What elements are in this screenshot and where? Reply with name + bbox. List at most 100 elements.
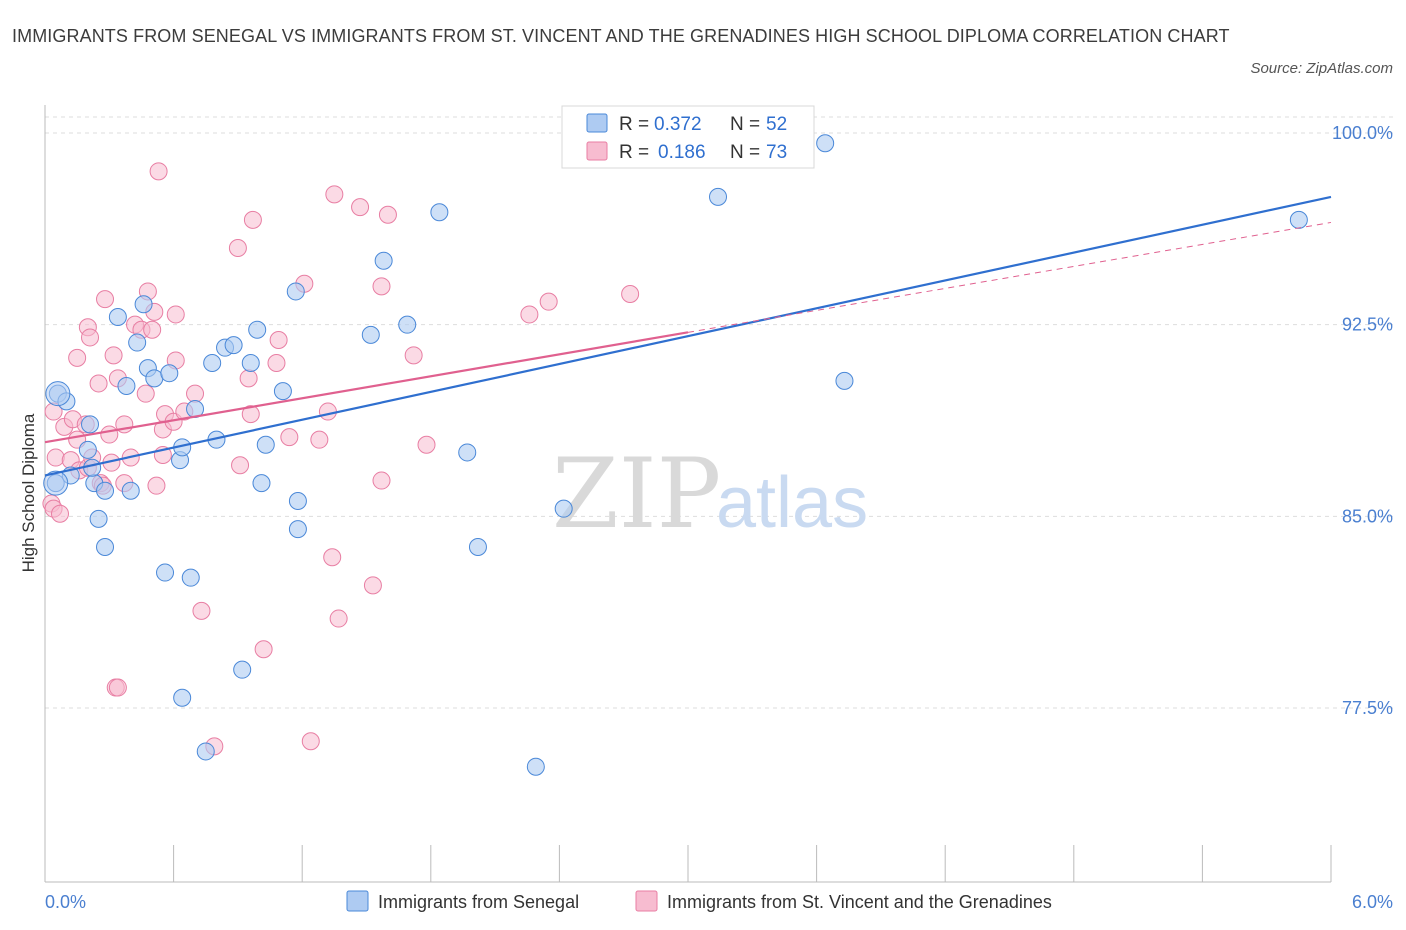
- x-tick-label-min: 0.0%: [45, 892, 86, 912]
- senegal-point: [273, 382, 292, 401]
- watermark-atlas: atlas: [716, 463, 868, 543]
- legend-r-label-st-vincent: R =: [619, 142, 649, 163]
- senegal-point: [134, 295, 153, 314]
- senegal-point: [288, 520, 307, 539]
- senegal-point: [203, 354, 222, 372]
- senegal-point: [83, 458, 102, 477]
- senegal-point: [398, 315, 417, 334]
- st-vincent-point: [254, 640, 273, 659]
- senegal-point: [108, 308, 127, 326]
- y-axis-title: High School Diploma: [19, 413, 38, 572]
- st-vincent-point: [267, 354, 286, 372]
- st-vincent-point: [621, 285, 640, 303]
- senegal-point: [121, 481, 140, 500]
- senegal-point: [224, 336, 243, 355]
- st-vincent-point: [96, 290, 115, 309]
- st-vincent-point: [104, 346, 123, 365]
- senegal-point: [117, 377, 136, 395]
- st-vincent-point: [241, 405, 260, 424]
- senegal-point: [128, 333, 147, 352]
- senegal-point: [78, 440, 97, 459]
- st-vincent-point: [192, 601, 211, 620]
- source-label: Source: ZipAtlas.com: [1250, 60, 1393, 77]
- st-vincent-point: [269, 331, 288, 349]
- bottom-legend-swatch-senegal: [346, 890, 369, 912]
- senegal-point: [526, 757, 545, 776]
- senegal-point: [458, 443, 477, 462]
- st-vincent-point: [323, 548, 342, 567]
- st-vincent-point: [404, 346, 423, 365]
- senegal-point: [554, 499, 573, 518]
- st-vincent-point: [231, 456, 250, 475]
- senegal-point: [256, 435, 275, 454]
- senegal-point: [160, 364, 179, 383]
- top-legend: R = 0.372 N = 52 R = 0.186 N = 73: [561, 105, 815, 169]
- senegal-point: [816, 134, 835, 153]
- y-tick-label: 77.5%: [1342, 698, 1393, 718]
- st-vincent-point: [329, 609, 348, 628]
- senegal-point: [145, 369, 164, 388]
- legend-n-label-senegal: N =: [730, 114, 760, 135]
- series-senegal-points: [43, 124, 1308, 776]
- legend-r-label-senegal: R =: [619, 114, 649, 135]
- trend-lines: [44, 195, 1332, 477]
- y-tick-label: 100.0%: [1332, 123, 1393, 143]
- senegal-point: [89, 509, 108, 528]
- st-vincent-point: [520, 305, 539, 324]
- senegal-point: [96, 481, 115, 500]
- senegal-point: [43, 470, 69, 496]
- st-vincent-point: [136, 384, 155, 403]
- st-vincent-point: [46, 448, 65, 467]
- st-vincent-point: [301, 732, 320, 751]
- bottom-legend-swatch-st-vincent: [635, 890, 658, 912]
- st-vincent-point: [539, 292, 558, 311]
- senegal-point: [233, 660, 252, 679]
- st-vincent-point: [51, 504, 70, 523]
- senegal-point: [286, 282, 305, 301]
- st-vincent-point: [166, 305, 185, 324]
- series-st-vincent-points: [42, 162, 640, 756]
- senegal-point: [252, 474, 271, 493]
- legend-swatch-senegal: [586, 113, 608, 133]
- legend-n-label-st-vincent: N =: [730, 142, 760, 163]
- y-tick-label: 92.5%: [1342, 315, 1393, 335]
- senegal-point: [361, 325, 380, 344]
- legend-r-value-senegal: 0.372: [654, 114, 702, 135]
- st-vincent-point: [378, 205, 397, 224]
- st-vincent-point: [372, 277, 391, 296]
- legend-r-value-st-vincent: 0.186: [658, 142, 706, 163]
- senegal-point: [181, 568, 200, 587]
- bottom-legend-label-senegal: Immigrants from Senegal: [378, 892, 579, 912]
- chart-title: IMMIGRANTS FROM SENEGAL VS IMMIGRANTS FR…: [12, 26, 1230, 46]
- senegal-point: [288, 492, 307, 510]
- legend-n-value-senegal: 52: [766, 114, 787, 135]
- st-vincent-point: [351, 198, 370, 217]
- st-vincent-point: [280, 428, 299, 447]
- st-vincent-point: [68, 348, 87, 367]
- senegal-point: [468, 538, 487, 556]
- st-vincent-point: [147, 476, 166, 495]
- senegal-point: [835, 371, 854, 390]
- st-vincent-point: [318, 402, 337, 421]
- st-vincent-point: [310, 430, 329, 449]
- senegal-point: [374, 251, 393, 270]
- st-vincent-point: [363, 576, 382, 595]
- st-vincent-point: [372, 471, 391, 490]
- st-vincent-point: [143, 320, 162, 339]
- st-vincent-point: [186, 384, 205, 403]
- watermark-zip: ZIP: [552, 438, 721, 550]
- legend-n-value-st-vincent: 73: [766, 142, 787, 163]
- st-vincent-point: [100, 425, 119, 444]
- senegal-trend-line: [44, 195, 1332, 477]
- st-vincent-trend-line: [44, 331, 689, 444]
- senegal-point: [156, 563, 175, 582]
- senegal-point: [1289, 210, 1308, 229]
- senegal-point: [709, 187, 728, 206]
- legend-swatch-st-vincent: [586, 141, 608, 161]
- senegal-point: [96, 538, 115, 556]
- st-vincent-point: [108, 678, 127, 697]
- x-tick-label-max: 6.0%: [1352, 892, 1393, 912]
- st-vincent-point: [243, 210, 262, 229]
- st-vincent-point: [228, 239, 247, 257]
- y-tick-labels: 77.5% 85.0% 92.5% 100.0%: [1332, 123, 1393, 718]
